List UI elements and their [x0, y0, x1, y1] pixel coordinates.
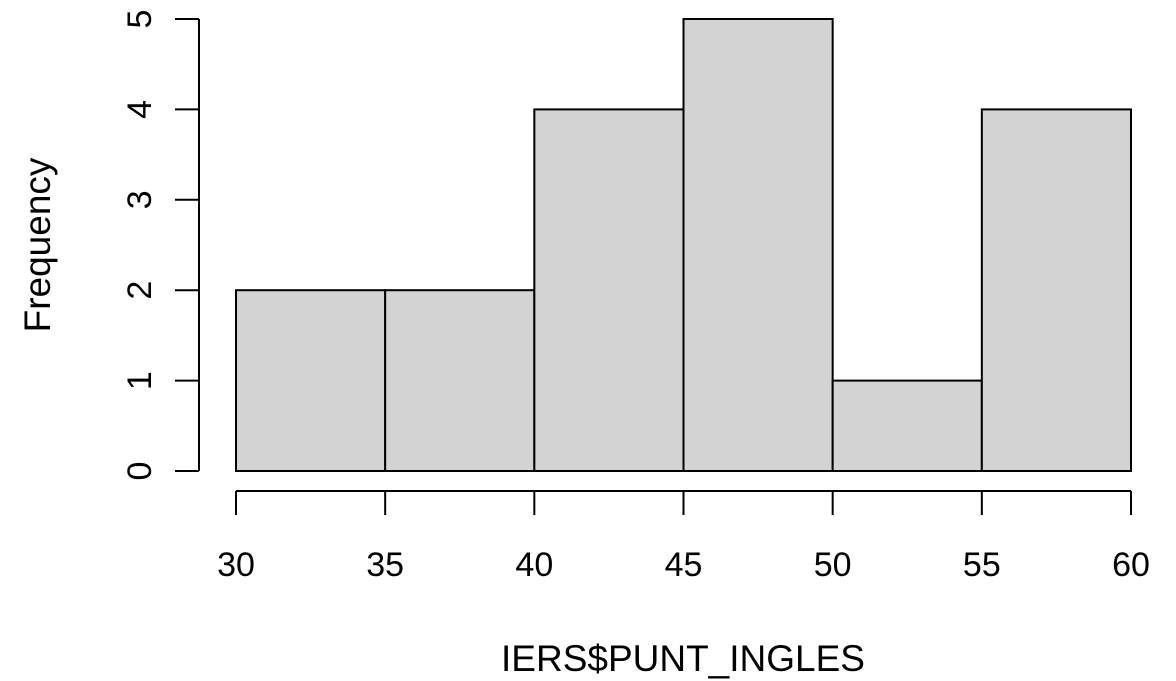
x-tick-label-60: 60: [1112, 546, 1150, 584]
histogram-bar-50-55: [831, 379, 983, 473]
y-tick-label-1: 1: [121, 371, 159, 390]
y-tick-label-0: 0: [121, 462, 159, 481]
y-tick-label-4: 4: [121, 100, 159, 119]
histogram-bar-45-50: [682, 18, 834, 472]
histogram-bar-35-40: [384, 289, 536, 473]
histogram-bar-30-35: [235, 289, 387, 473]
y-axis-title: Frequency: [17, 157, 58, 332]
x-axis: 30 35 40 45 50 55 60: [217, 490, 1150, 584]
x-tick-label-40: 40: [515, 546, 553, 584]
y-tick-label-3: 3: [121, 190, 159, 209]
x-tick-label-55: 55: [963, 546, 1001, 584]
x-axis-title: IERS$PUNT_INGLES: [501, 638, 865, 679]
histogram-bar-55-60: [980, 108, 1132, 473]
histogram-bars: [235, 18, 1132, 473]
y-tick-label-5: 5: [121, 10, 159, 29]
x-tick-label-45: 45: [665, 546, 703, 584]
x-tick-label-30: 30: [217, 546, 255, 584]
histogram-bar-40-45: [533, 108, 685, 473]
y-axis: 0 1 2 3 4 5: [121, 10, 200, 481]
x-tick-label-35: 35: [366, 546, 404, 584]
x-tick-label-50: 50: [814, 546, 852, 584]
y-tick-label-2: 2: [121, 281, 159, 300]
